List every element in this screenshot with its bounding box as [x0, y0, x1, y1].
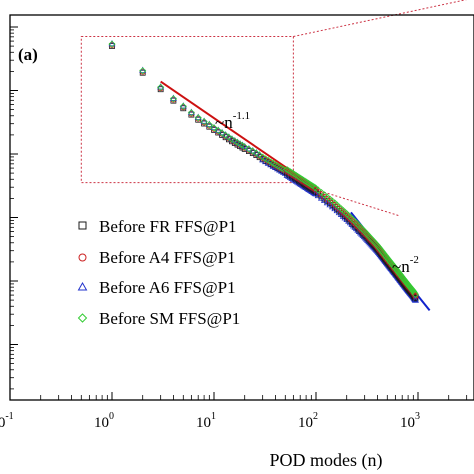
legend: Before FR FFS@P1 Before A4 FFS@P1 Before… — [77, 217, 240, 328]
data-point-diamond — [278, 164, 286, 172]
data-point-diamond — [245, 145, 253, 153]
legend-item-fr: Before FR FFS@P1 — [78, 217, 237, 236]
data-point-diamond — [222, 131, 230, 139]
data-point-diamond — [194, 114, 202, 122]
data-point-circle — [345, 214, 352, 221]
fit-labels: ~n-1.1 ~n-2 — [215, 110, 419, 276]
data-point-diamond — [241, 143, 249, 151]
legend-marker-circle — [78, 253, 87, 262]
data-point-triangle — [249, 147, 257, 154]
legend-marker-diamond — [77, 313, 88, 323]
legend-item-a4: Before A4 FFS@P1 — [78, 248, 236, 267]
data-point-circle — [349, 217, 355, 224]
data-point-diamond — [157, 83, 165, 91]
data-point-diamond — [210, 124, 218, 132]
data-point-diamond — [169, 95, 177, 103]
x-tick-label: 101 — [196, 411, 216, 431]
data-point-triangle — [157, 83, 165, 90]
fit-label-n-1.1: ~n-1.1 — [215, 110, 250, 132]
legend-marker-square — [78, 221, 87, 230]
data-point-diamond — [252, 149, 260, 157]
x-axis-title: POD modes (n) — [270, 450, 383, 471]
data-point-triangle — [210, 123, 218, 131]
data-point-diamond — [187, 109, 195, 117]
zoom-connector-bottom — [293, 182, 401, 217]
data-point-diamond — [249, 147, 257, 155]
legend-label-a4: Before A4 FFS@P1 — [99, 248, 236, 267]
plot-frame — [9, 14, 474, 401]
data-points — [108, 40, 420, 303]
data-point-diamond — [214, 127, 222, 135]
data-point-diamond — [285, 167, 293, 175]
legend-label-sm: Before SM FFS@P1 — [99, 309, 240, 328]
data-point-diamond — [139, 67, 147, 75]
data-point-triangle — [187, 108, 195, 115]
x-tick-label: 103 — [400, 411, 420, 431]
data-point-triangle — [200, 117, 208, 124]
data-point-diamond — [314, 186, 322, 194]
data-point-triangle — [179, 102, 187, 109]
data-point-triangle — [245, 145, 253, 152]
legend-label-fr: Before FR FFS@P1 — [99, 217, 237, 236]
data-point-diamond — [283, 166, 291, 174]
x-tick-label: 100 — [94, 411, 114, 431]
data-point-diamond — [108, 40, 116, 48]
legend-label-a6: Before A6 FFS@P1 — [99, 278, 236, 297]
data-point-diamond — [179, 102, 187, 110]
legend-item-sm: Before SM FFS@P1 — [77, 309, 240, 328]
x-axis-ticks: 10-1 100 101 102 103 — [0, 392, 468, 431]
x-tick-label: 10-1 — [0, 411, 14, 431]
data-point-circle — [412, 293, 419, 300]
data-point-diamond — [317, 188, 325, 197]
data-point-diamond — [286, 168, 294, 176]
data-point-triangle — [317, 194, 325, 201]
data-point-diamond — [411, 291, 420, 299]
data-point-triangle — [252, 149, 260, 156]
data-point-triangle — [139, 66, 147, 73]
x-tick-label: 102 — [298, 411, 318, 431]
fit-label-n-2: ~n-2 — [392, 254, 419, 276]
data-point-diamond — [200, 118, 208, 126]
data-point-diamond — [276, 163, 284, 171]
data-point-circle — [342, 211, 349, 218]
data-point-triangle — [314, 191, 322, 199]
y-axis-ticks — [10, 26, 18, 390]
legend-marker-triangle — [77, 281, 88, 291]
zoom-inset-indicator — [80, 0, 468, 217]
data-point-circle — [347, 216, 354, 222]
data-point-diamond — [218, 129, 226, 137]
data-point-triangle — [169, 94, 177, 101]
fit-lines — [160, 80, 431, 312]
data-point-diamond — [320, 191, 329, 199]
data-point-triangle — [241, 142, 249, 150]
data-point-circle — [344, 212, 350, 219]
data-point-square — [412, 295, 419, 302]
data-point-triangle — [194, 113, 202, 120]
data-point-triangle — [108, 40, 116, 47]
data-point-triangle — [205, 120, 213, 127]
data-point-diamond — [205, 121, 213, 129]
zoom-connector-top — [293, 0, 468, 38]
data-point-triangle — [218, 128, 226, 136]
data-point-triangle — [412, 296, 419, 303]
legend-item-a6: Before A6 FFS@P1 — [77, 278, 236, 297]
data-point-triangle — [214, 126, 222, 133]
panel-label: (a) — [18, 45, 38, 64]
zoom-box — [80, 36, 294, 184]
data-point-triangle — [222, 131, 230, 138]
data-point-diamond — [225, 133, 233, 141]
data-point-diamond — [256, 151, 264, 159]
